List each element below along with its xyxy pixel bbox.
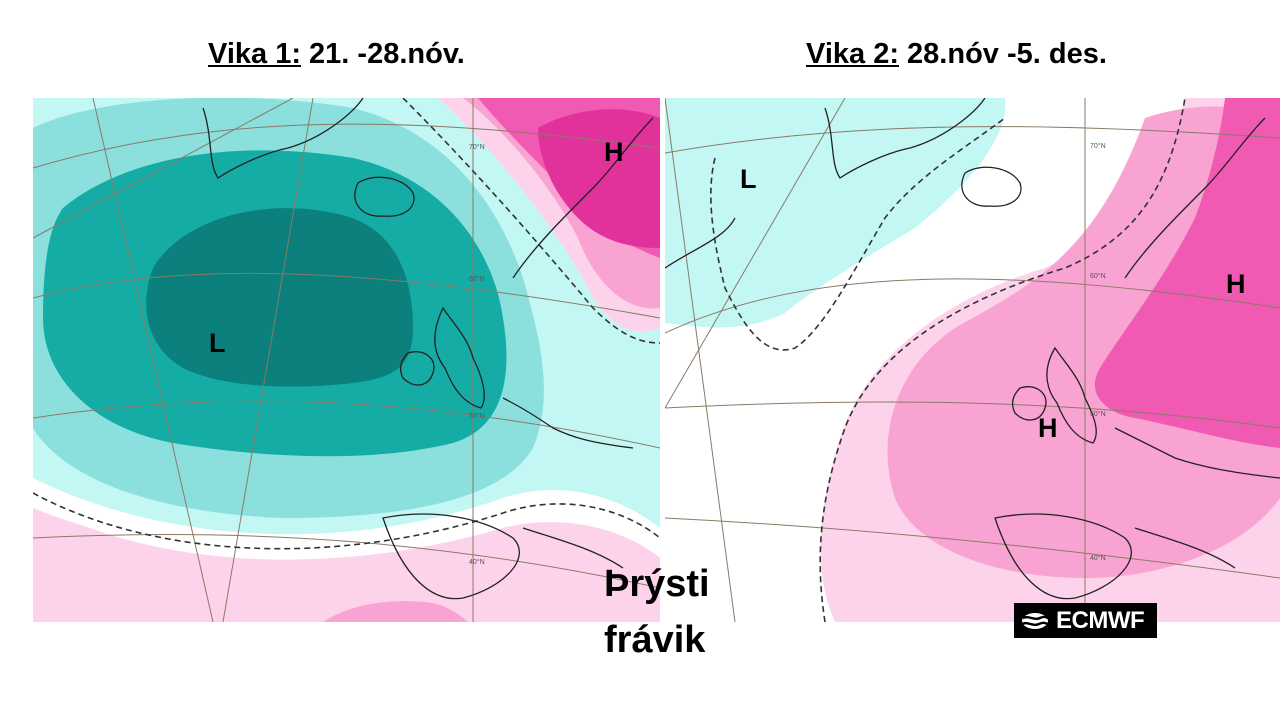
week1-title-prefix: Vika 1: bbox=[208, 38, 301, 70]
lat-label-70n: 70°N bbox=[1090, 142, 1106, 150]
anomaly-band-pink-strong bbox=[1094, 98, 1280, 448]
ecmwf-logo-text: ECMWF bbox=[1056, 606, 1145, 634]
ecmwf-symbol-icon bbox=[1021, 612, 1049, 629]
anomaly-band-cyan-light bbox=[665, 98, 1006, 328]
low-pressure-label: L bbox=[209, 328, 226, 358]
week1-title-range: 21. -28.nóv. bbox=[300, 38, 465, 70]
pressure-anomaly-caption: Þrýsti frávik bbox=[604, 556, 710, 668]
lat-label-60n: 60°N bbox=[469, 275, 485, 283]
ecmwf-logo: ECMWF bbox=[1014, 603, 1157, 638]
coastlines bbox=[202, 98, 654, 600]
caption-line-1: Þrýsti bbox=[604, 563, 710, 605]
lat-label-40n: 40°N bbox=[1090, 554, 1106, 562]
week1-pressure-anomaly-map: 70°N 60°N 50°N 40°N H L bbox=[33, 98, 660, 622]
week1-title: Vika 1: 21. -28.nóv. bbox=[208, 38, 465, 71]
high-pressure-label-biscay: H bbox=[1038, 413, 1058, 443]
zero-anomaly-contour bbox=[710, 98, 1186, 622]
anomaly-band-teal-dark bbox=[146, 208, 413, 387]
lat-label-70n: 70°N bbox=[469, 143, 485, 151]
lat-label-40n: 40°N bbox=[469, 558, 485, 566]
week2-title-prefix: Vika 2: bbox=[806, 38, 899, 70]
zero-anomaly-contour bbox=[33, 98, 660, 550]
lat-label-50n: 50°N bbox=[469, 412, 485, 420]
graticule bbox=[665, 98, 1280, 622]
week2-pressure-anomaly-map: 70°N 60°N 50°N 40°N L H H bbox=[665, 98, 1280, 622]
high-pressure-label-scandinavia: H bbox=[1226, 269, 1246, 299]
high-pressure-label: H bbox=[604, 137, 624, 167]
coastlines bbox=[665, 98, 1280, 600]
week2-title-range: 28.nóv -5. des. bbox=[898, 38, 1107, 70]
caption-line-2: frávik bbox=[604, 619, 706, 661]
low-pressure-label: L bbox=[740, 164, 757, 194]
week2-title: Vika 2: 28.nóv -5. des. bbox=[806, 38, 1107, 71]
anomaly-band-pink-mid-south bbox=[323, 601, 468, 622]
lat-label-60n: 60°N bbox=[1090, 272, 1106, 280]
anomaly-band-white-south bbox=[33, 478, 660, 552]
lat-label-50n: 50°N bbox=[1090, 410, 1106, 418]
